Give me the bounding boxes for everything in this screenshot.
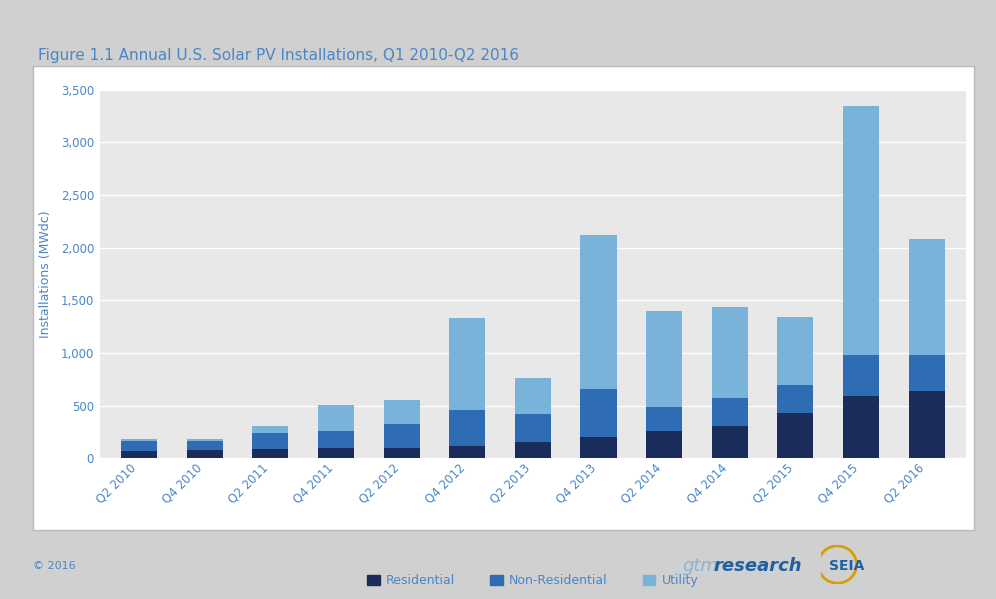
Text: research: research [713, 557, 802, 575]
Bar [318, 404, 354, 431]
Bar [778, 317, 814, 385]
Bar [843, 355, 879, 396]
Bar [186, 441, 223, 450]
Bar [646, 407, 682, 431]
Bar [449, 317, 485, 410]
Bar [778, 413, 814, 458]
Bar [383, 447, 419, 458]
Bar [778, 385, 814, 413]
Bar [908, 391, 945, 458]
Bar [646, 431, 682, 458]
Bar [843, 106, 879, 355]
Bar [252, 426, 288, 433]
Bar [515, 414, 551, 442]
Bar [908, 240, 945, 355]
Bar [252, 449, 288, 458]
Bar [121, 451, 157, 458]
Bar [121, 439, 157, 441]
Bar [581, 437, 617, 458]
Bar [712, 398, 748, 426]
Bar [383, 423, 419, 447]
Bar [843, 396, 879, 458]
Bar [121, 441, 157, 451]
Bar [449, 446, 485, 458]
Bar [581, 389, 617, 437]
Bar [449, 410, 485, 446]
Bar [515, 378, 551, 414]
Text: gtm: gtm [682, 557, 718, 575]
Bar [318, 448, 354, 458]
Bar [252, 433, 288, 449]
Bar [383, 400, 419, 423]
Bar [712, 307, 748, 398]
Bar [318, 431, 354, 448]
Bar [646, 311, 682, 407]
Bar [186, 438, 223, 441]
Bar [712, 426, 748, 458]
Legend: Residential, Non-Residential, Utility: Residential, Non-Residential, Utility [363, 570, 703, 592]
Y-axis label: Installations (MWdc): Installations (MWdc) [39, 210, 53, 338]
Bar [908, 355, 945, 391]
Text: Figure 1.1 Annual U.S. Solar PV Installations, Q1 2010-Q2 2016: Figure 1.1 Annual U.S. Solar PV Installa… [38, 48, 519, 63]
Text: SEIA: SEIA [829, 559, 865, 573]
Bar [581, 235, 617, 389]
Bar [186, 450, 223, 458]
Text: © 2016: © 2016 [33, 561, 76, 571]
Bar [515, 442, 551, 458]
